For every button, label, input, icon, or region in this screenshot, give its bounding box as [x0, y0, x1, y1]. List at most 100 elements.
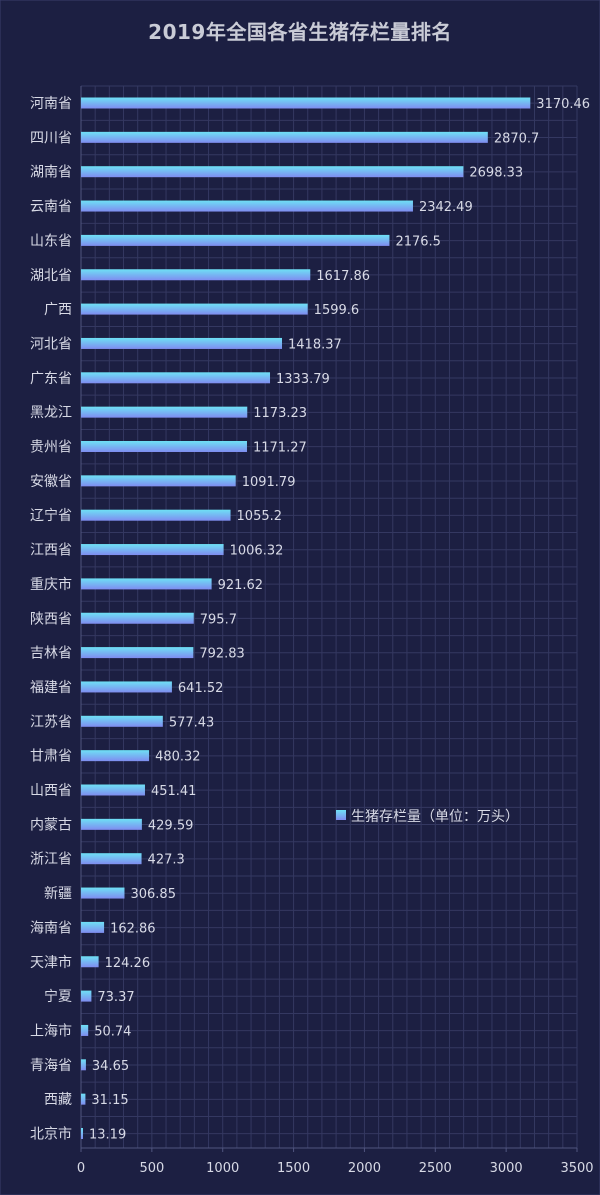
data-label: 3170.46 [536, 97, 590, 112]
bar [81, 1128, 83, 1139]
bar [81, 1024, 89, 1036]
category-label: 江苏省 [30, 714, 72, 730]
x-tick-label: 1500 [277, 1161, 310, 1176]
category-label: 黑龙江 [30, 405, 72, 421]
bar [81, 475, 236, 487]
x-tick-label: 2000 [348, 1161, 381, 1176]
data-label: 921.62 [218, 578, 264, 593]
data-label: 792.83 [199, 647, 245, 662]
data-label: 1617.86 [316, 269, 370, 284]
legend[interactable]: 生猪存栏量（单位：万头） [336, 809, 519, 825]
category-label: 浙江省 [30, 852, 72, 868]
data-label: 795.7 [200, 612, 237, 627]
bar [81, 612, 194, 624]
category-label: 福建省 [30, 680, 72, 696]
chart-title: 2019年全国各省生猪存栏量排名 [148, 20, 452, 44]
bar [81, 234, 390, 246]
bar [81, 750, 150, 762]
bar [81, 990, 92, 1002]
category-label: 重庆市 [30, 576, 72, 593]
data-label: 1171.27 [253, 441, 307, 456]
data-label: 427.3 [148, 853, 185, 868]
bar [81, 956, 99, 968]
legend-label: 生猪存栏量（单位：万头） [351, 809, 519, 825]
data-label: 2342.49 [419, 200, 473, 215]
category-label: 新疆 [44, 886, 72, 902]
data-label: 2176.5 [395, 234, 441, 249]
data-label: 2698.33 [469, 166, 523, 181]
bar [81, 97, 531, 109]
bar [81, 544, 224, 556]
category-label: 河北省 [30, 336, 72, 352]
x-tick-label: 3000 [490, 1161, 523, 1176]
bar [81, 1059, 86, 1071]
bar [81, 681, 172, 693]
category-label: 湖北省 [30, 268, 72, 284]
x-tick-label: 0 [77, 1161, 85, 1176]
category-label: 青海省 [30, 1058, 72, 1074]
category-label: 吉林省 [30, 646, 72, 662]
data-label: 641.52 [178, 681, 224, 696]
data-label: 1418.37 [288, 337, 342, 352]
category-label: 上海市 [30, 1022, 72, 1039]
x-axis-ticks: 0 500 1000 1500 2000 2500 3000 3500 [77, 1148, 594, 1176]
bar [81, 200, 413, 212]
x-tick-label: 1000 [206, 1161, 239, 1176]
category-label: 天津市 [30, 954, 72, 971]
bar [81, 715, 163, 727]
bar [81, 887, 125, 899]
category-labels: 河南省四川省湖南省云南省山东省湖北省广西河北省广东省黑龙江贵州省安徽省辽宁省江西… [30, 96, 72, 1143]
bar [81, 818, 142, 830]
category-label: 山东省 [30, 233, 72, 249]
bar [81, 921, 105, 933]
category-label: 内蒙古 [30, 817, 72, 833]
data-label: 1173.23 [253, 406, 307, 421]
data-label: 124.26 [105, 956, 151, 971]
category-label: 海南省 [30, 920, 72, 936]
legend-swatch [336, 810, 346, 820]
data-label: 451.41 [151, 784, 197, 799]
category-label: 陕西省 [30, 611, 72, 627]
bars-layer [81, 97, 531, 1139]
bar [81, 131, 488, 143]
category-label: 湖南省 [30, 165, 72, 181]
data-label: 429.59 [148, 818, 194, 833]
data-label: 1055.2 [237, 509, 283, 524]
data-label: 2870.7 [494, 131, 540, 146]
bar [81, 303, 308, 315]
x-tick-label: 2500 [419, 1161, 452, 1176]
bar [81, 372, 271, 384]
category-label: 贵州省 [30, 440, 72, 456]
data-label: 50.74 [94, 1024, 131, 1039]
bar [81, 1093, 86, 1105]
bar [81, 269, 311, 281]
category-label: 西藏 [44, 1092, 72, 1108]
data-label: 1091.79 [242, 475, 296, 490]
bar [81, 337, 283, 349]
data-label: 1006.32 [230, 544, 284, 559]
category-label: 辽宁省 [30, 507, 72, 524]
data-label: 34.65 [92, 1059, 129, 1074]
category-label: 河南省 [30, 96, 72, 112]
bar [81, 441, 247, 452]
category-label: 四川省 [30, 130, 72, 146]
bar [81, 784, 145, 796]
category-label: 广东省 [30, 371, 72, 387]
bar [81, 578, 212, 590]
data-label: 73.37 [97, 990, 134, 1005]
bar [81, 406, 248, 418]
data-label: 1333.79 [276, 372, 330, 387]
data-label: 31.15 [91, 1093, 128, 1108]
category-label: 安徽省 [30, 474, 72, 490]
bar [81, 509, 231, 521]
bar [81, 853, 142, 865]
bar [81, 647, 194, 659]
data-label: 480.32 [155, 750, 201, 765]
category-label: 云南省 [30, 199, 72, 215]
data-label: 13.19 [89, 1128, 126, 1143]
data-label: 162.86 [110, 921, 156, 936]
category-label: 宁夏 [44, 988, 72, 1005]
category-label: 江西省 [30, 543, 72, 559]
